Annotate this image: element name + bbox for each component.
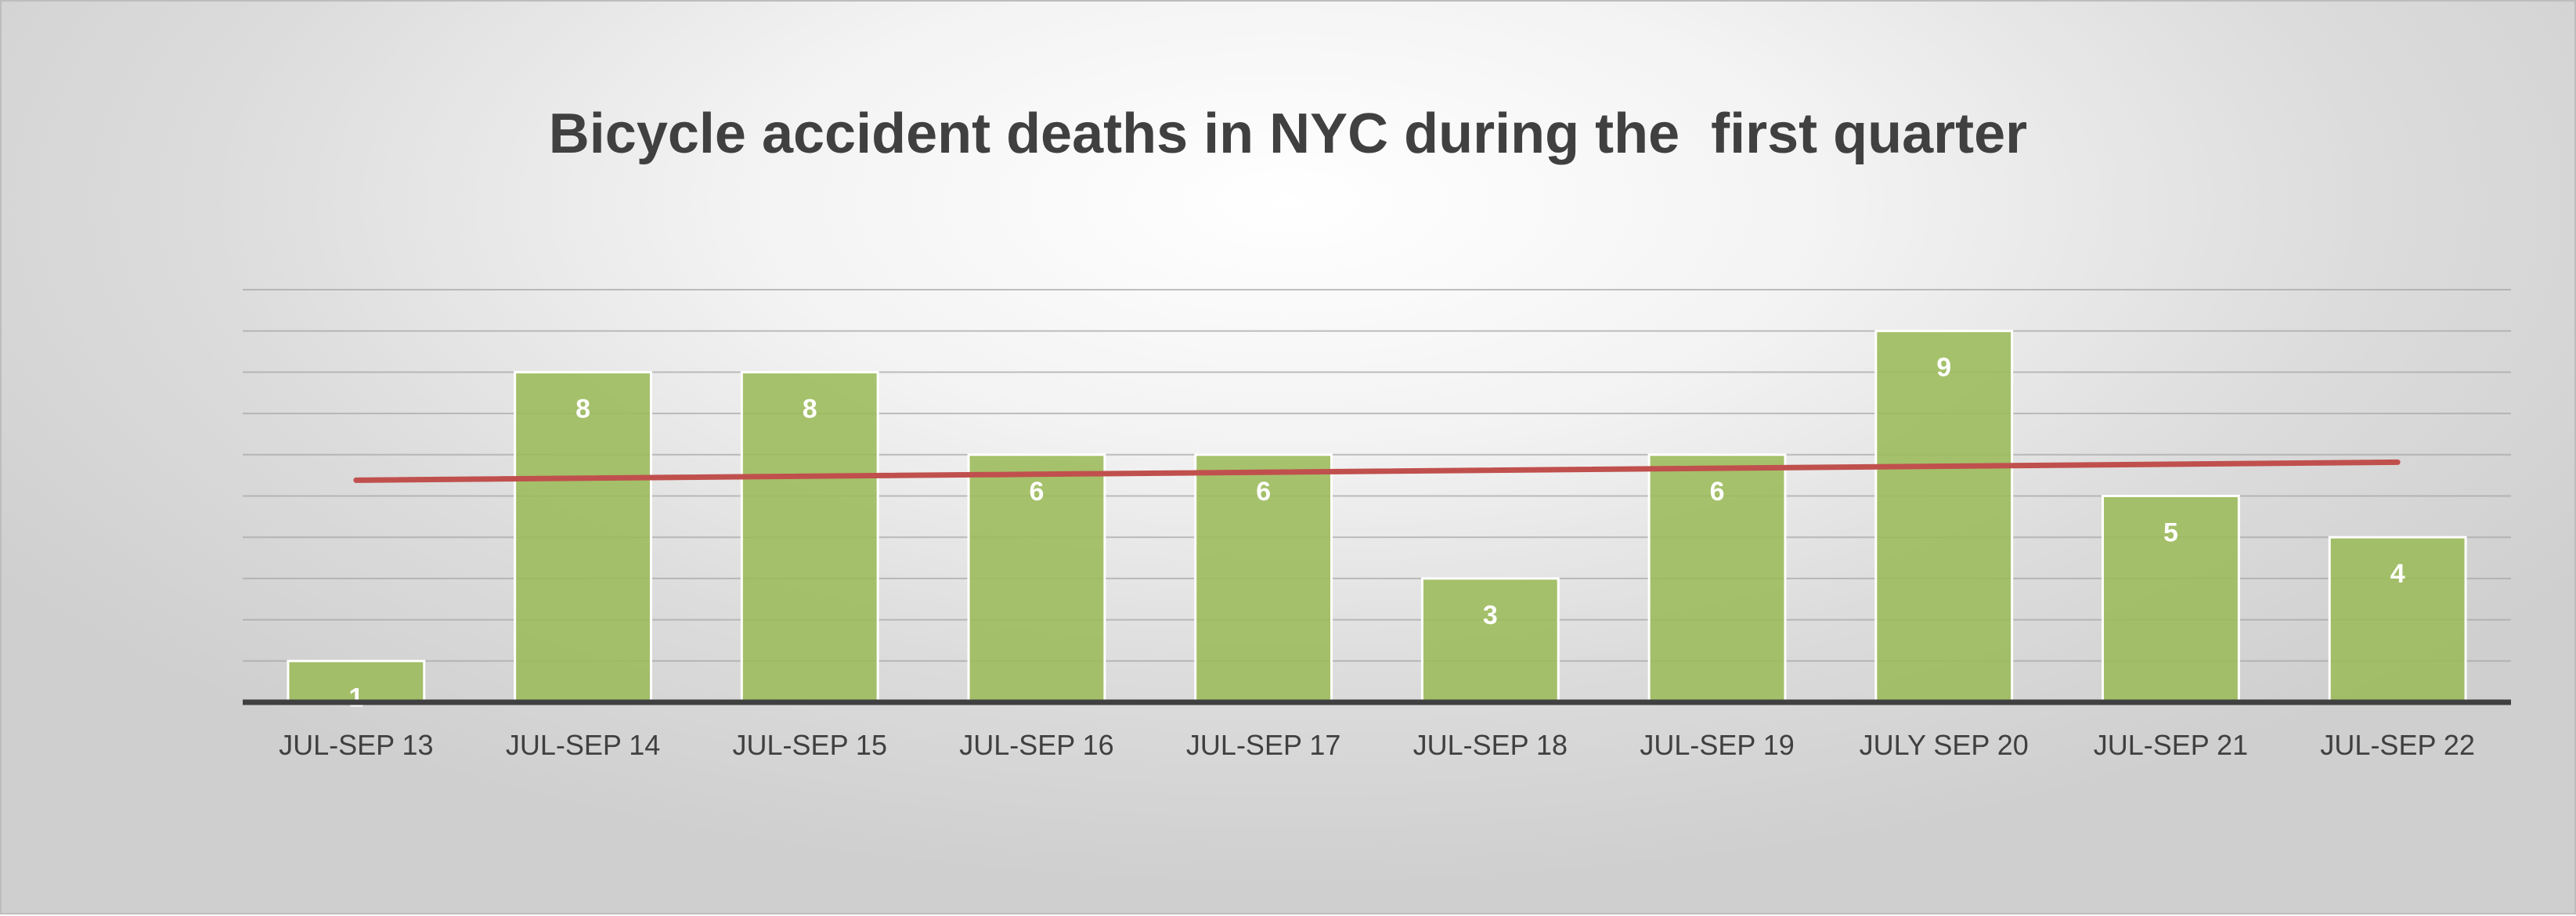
bar (1647, 453, 1787, 704)
x-tick-label: JUL-SEP 13 (279, 729, 433, 761)
data-label: 3 (1483, 600, 1498, 630)
bar (2328, 536, 2467, 704)
bar (2102, 495, 2240, 704)
bar (287, 659, 426, 704)
bar (1194, 453, 1333, 704)
chart-title: Bicycle accident deaths in NYC during th… (548, 103, 2028, 165)
x-tick-label: JUL-SEP 15 (733, 729, 887, 761)
data-label: 4 (2390, 559, 2405, 589)
bar (740, 370, 879, 704)
data-label: 5 (2163, 518, 2178, 548)
bar (967, 453, 1106, 704)
data-label: 1 (348, 683, 363, 712)
bar (514, 370, 652, 704)
bar (1420, 577, 1560, 704)
x-tick-label: JUL-SEP 21 (2094, 729, 2248, 761)
x-tick-label: JUL-SEP 17 (1186, 729, 1340, 761)
data-label: 8 (575, 394, 590, 424)
x-tick-label: JUL-SEP 19 (1640, 729, 1794, 761)
data-label: 6 (1029, 477, 1044, 507)
data-label: 6 (1710, 477, 1725, 507)
x-tick-label: JUL-SEP 16 (959, 729, 1113, 761)
x-tick-label: JUL-SEP 18 (1413, 729, 1568, 761)
trendline (353, 459, 2401, 483)
x-tick-label: JULY SEP 20 (1860, 729, 2029, 761)
bar (1874, 330, 2014, 704)
x-tick-label: JUL-SEP 14 (506, 729, 660, 761)
data-label: 6 (1256, 477, 1271, 507)
data-label: 8 (803, 394, 817, 424)
x-tick-label: JUL-SEP 22 (2320, 729, 2474, 761)
data-label: 9 (1936, 353, 1951, 383)
